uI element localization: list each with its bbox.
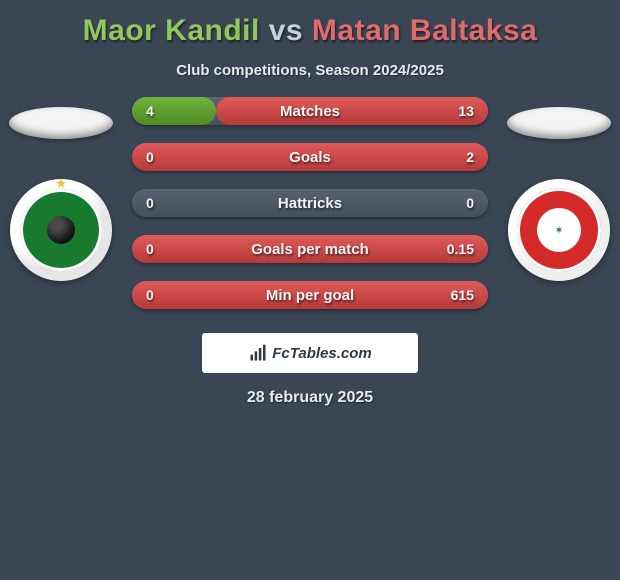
stat-bar: 4 Matches 13	[132, 97, 488, 125]
attribution-text: FcTables.com	[272, 345, 371, 362]
stat-value-right: 0	[466, 195, 474, 211]
comparison-card: Maor Kandil vs Matan Baltaksa Club compe…	[0, 0, 620, 580]
player1-name: Maor Kandil	[83, 14, 260, 47]
stat-value-right: 0.15	[447, 241, 474, 257]
right-country-flag	[507, 107, 611, 139]
body-row: ★ 4Matches130Goals20Hattricks00Goals per…	[0, 107, 620, 327]
tree-icon: ✶	[537, 208, 581, 252]
stat-bar: 0 Hattricks 0	[132, 189, 488, 217]
left-country-flag	[9, 107, 113, 139]
right-club-badge: ✶	[508, 179, 610, 281]
stat-value-right: 13	[458, 103, 474, 119]
date-label: 28 february 2025	[0, 389, 620, 407]
stat-label: Goals	[289, 149, 331, 166]
stat-label: Hattricks	[278, 195, 342, 212]
chart-icon	[248, 343, 268, 363]
stat-label: Goals per match	[251, 241, 369, 258]
stat-value-right: 2	[466, 149, 474, 165]
stat-value-right: 615	[451, 287, 474, 303]
stat-label: Matches	[280, 103, 340, 120]
stat-value-left: 0	[146, 241, 154, 257]
vs-label: vs	[269, 14, 312, 47]
stat-value-left: 4	[146, 103, 154, 119]
stat-bar: 0 Goals 2	[132, 143, 488, 171]
stat-fill-right	[216, 97, 488, 125]
stat-bar: 0 Goals per match 0.15	[132, 235, 488, 263]
ball-icon	[47, 216, 75, 244]
stat-fill-left	[132, 97, 216, 125]
stats-column: 4 Matches 13 0 Goals 2 0 Hattricks 0 0 Goals per m…	[120, 97, 500, 327]
attribution-badge: FcTables.com	[202, 333, 418, 373]
stat-value-left: 0	[146, 195, 154, 211]
left-side: ★	[2, 107, 120, 281]
page-title: Maor Kandil vs Matan Baltaksa	[0, 0, 620, 48]
subtitle: Club competitions, Season 2024/2025	[0, 62, 620, 79]
stat-value-left: 0	[146, 149, 154, 165]
left-club-badge: ★	[10, 179, 112, 281]
stat-value-left: 0	[146, 287, 154, 303]
player2-name: Matan Baltaksa	[312, 14, 537, 47]
right-side: ✶	[500, 107, 618, 281]
star-icon: ★	[55, 175, 68, 192]
stat-bar: 0 Min per goal 615	[132, 281, 488, 309]
stat-label: Min per goal	[266, 287, 354, 304]
